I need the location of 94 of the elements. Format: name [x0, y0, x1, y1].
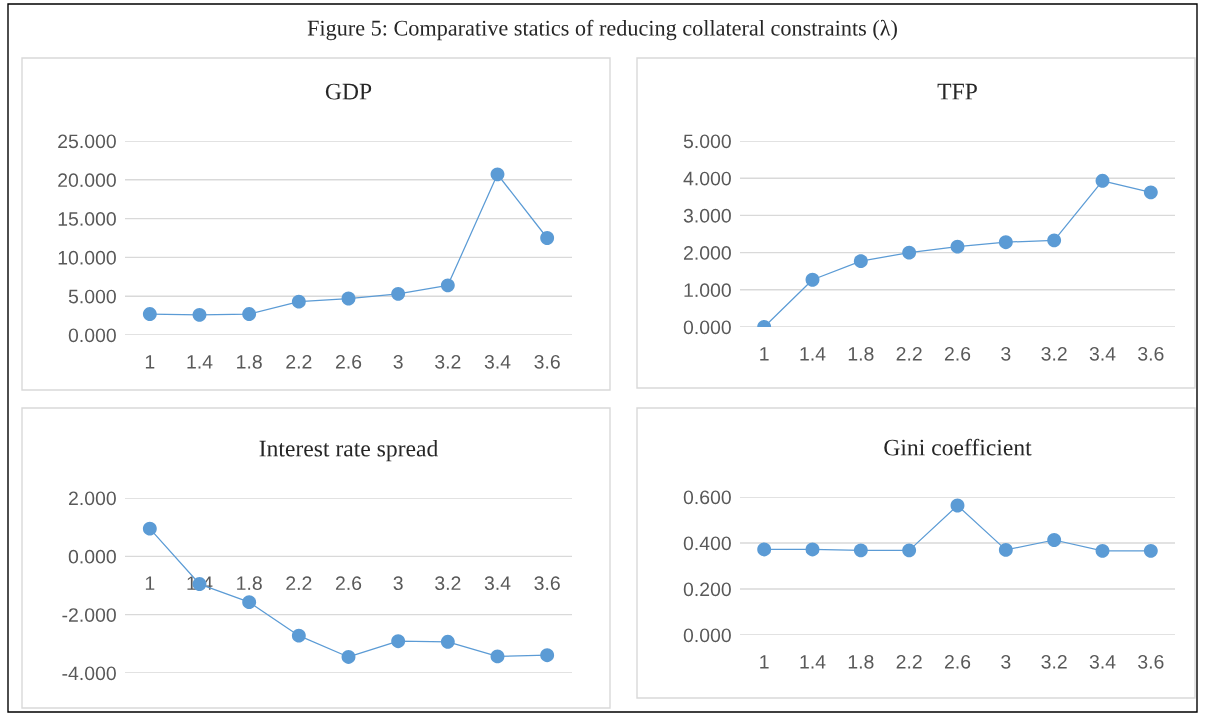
x-tick-label: 3.4 — [1089, 346, 1116, 361]
point — [391, 286, 406, 301]
point — [805, 272, 820, 287]
x-tick-label: 3.2 — [1041, 654, 1067, 669]
x-tick-label: 3.6 — [534, 576, 560, 591]
x-tick-label: 3.2 — [435, 576, 461, 591]
point — [1047, 533, 1062, 547]
point — [391, 634, 406, 649]
y-tick-label: 5.000 — [68, 289, 116, 304]
y-tick-label: 2.000 — [683, 246, 731, 260]
y-tick-label: 4.000 — [683, 171, 731, 186]
x-tick-label: 3 — [393, 354, 403, 369]
x-tick-label: 1 — [145, 576, 155, 590]
x-tick-label: 1.4 — [187, 355, 213, 369]
x-tick-label: 1.8 — [237, 354, 262, 369]
y-tick-label: 0.000 — [683, 320, 731, 335]
point — [1047, 233, 1062, 248]
y-tick-label: 0.000 — [683, 628, 731, 643]
x-tick-label: 3.6 — [1138, 654, 1164, 669]
caption: Figure 5: Comparative statics of reducing collateral constraints (λ) — [307, 19, 897, 41]
x-tick-label: 3.4 — [484, 354, 511, 369]
y-tick-label: 2.000 — [68, 491, 116, 506]
point — [1095, 543, 1110, 558]
point — [757, 542, 772, 557]
x-tick-label: 2.2 — [896, 654, 922, 669]
x-tick-label: 2.6 — [335, 576, 362, 591]
point — [902, 543, 917, 558]
point — [341, 291, 356, 306]
point — [805, 542, 820, 557]
point — [998, 235, 1013, 250]
x-tick-label: 2.2 — [896, 346, 922, 361]
point — [242, 307, 257, 321]
point — [341, 650, 356, 664]
y-tick-label: -2.000 — [62, 608, 116, 622]
x-tick-label: 1.8 — [848, 346, 874, 361]
x-tick-label: 1.8 — [848, 654, 874, 669]
x-tick-label: 3 — [1001, 654, 1011, 669]
x-tick-label: 1 — [760, 347, 769, 361]
x-tick-label: 3 — [1001, 346, 1011, 361]
y-tick-label: 20.000 — [58, 173, 116, 188]
y-tick-label: 0.200 — [683, 582, 731, 597]
y-tick-label: 3.000 — [683, 208, 731, 223]
point — [998, 542, 1013, 557]
y-tick-label: 5.000 — [683, 134, 731, 149]
x-tick-label: 3.4 — [1089, 654, 1116, 669]
y-tick-label: 0.000 — [68, 549, 116, 564]
point — [440, 634, 455, 649]
x-tick-label: 3.6 — [1138, 346, 1164, 361]
point — [540, 648, 555, 663]
x-tick-label: 2.2 — [286, 576, 312, 590]
x-tick-label: 3.6 — [534, 354, 560, 369]
point — [440, 278, 455, 293]
y-tick-label: 0.000 — [68, 328, 116, 343]
point — [1095, 173, 1110, 188]
point — [540, 231, 555, 245]
x-tick-label: 1 — [145, 355, 155, 369]
chart-title: TFP — [937, 83, 977, 100]
point — [192, 307, 207, 322]
x-tick-label: 1.4 — [800, 655, 826, 669]
x-tick-label: 1.4 — [800, 347, 826, 361]
point — [142, 521, 157, 536]
x-tick-label: 2.2 — [286, 354, 312, 369]
x-tick-label: 2.6 — [944, 346, 971, 361]
y-tick-label: -4.000 — [62, 666, 116, 681]
x-tick-label: 3.4 — [484, 576, 511, 591]
point — [902, 245, 917, 260]
y-tick-label: 10.000 — [58, 250, 116, 265]
x-tick-label: 3.2 — [435, 354, 461, 369]
x-tick-label: 3 — [393, 576, 403, 591]
x-tick-label: 3.2 — [1041, 346, 1067, 361]
chart-title: GDP — [325, 83, 372, 100]
y-tick-label: 0.400 — [683, 536, 731, 551]
x-tick-label: 2.6 — [335, 354, 362, 369]
chart-title: Interest rate spread — [259, 439, 439, 462]
y-tick-label: 0.600 — [683, 490, 731, 505]
point — [490, 649, 505, 664]
point — [950, 239, 965, 254]
point — [853, 543, 868, 558]
point — [1143, 543, 1158, 558]
point — [242, 595, 257, 610]
point — [490, 167, 505, 182]
x-tick-label: 1.8 — [237, 576, 262, 591]
point — [291, 628, 306, 643]
point — [291, 294, 306, 309]
chart-title: Gini coefficient — [884, 438, 1032, 456]
y-tick-label: 25.000 — [58, 134, 116, 149]
y-tick-label: 15.000 — [58, 212, 116, 226]
point — [142, 307, 157, 321]
point — [1143, 185, 1158, 200]
point — [950, 498, 965, 513]
point — [853, 254, 868, 269]
y-tick-label: 1.000 — [684, 283, 731, 298]
x-tick-label: 1 — [760, 655, 769, 669]
x-tick-label: 2.6 — [944, 654, 971, 669]
